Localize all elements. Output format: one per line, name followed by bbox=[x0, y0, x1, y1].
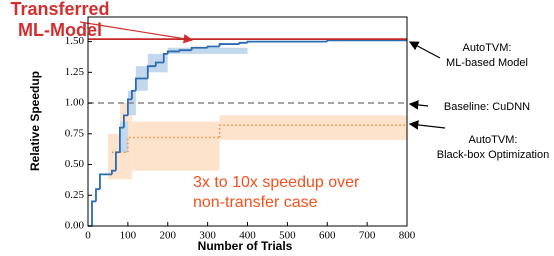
annotation: AutoTVM: bbox=[469, 134, 518, 146]
y-axis-label: Relative Speedup bbox=[28, 71, 42, 171]
step-line bbox=[91, 200, 96, 226]
annotation: AutoTVM: bbox=[463, 42, 512, 54]
step-line bbox=[162, 52, 168, 63]
band bbox=[219, 115, 407, 140]
x-axis-label: Number of Trials bbox=[198, 239, 293, 253]
step-line bbox=[130, 89, 136, 100]
y-tick-label: 0.00 bbox=[65, 220, 85, 232]
y-tick-label: 0.50 bbox=[65, 158, 85, 170]
x-tick-label: 0 bbox=[85, 230, 91, 242]
x-tick-label: 500 bbox=[279, 230, 296, 242]
step-line bbox=[134, 77, 148, 91]
x-tick-label: 100 bbox=[120, 230, 137, 242]
x-tick-label: 400 bbox=[239, 230, 256, 242]
step-line bbox=[166, 50, 180, 54]
x-tick-label: 800 bbox=[399, 230, 416, 242]
band bbox=[107, 133, 120, 180]
arrow bbox=[79, 21, 194, 44]
x-tick-label: 300 bbox=[199, 230, 216, 242]
y-tick-label: 1.25 bbox=[65, 66, 85, 78]
annotation: Black-box Optimization bbox=[437, 149, 550, 161]
step-line bbox=[218, 124, 407, 138]
annotation: 3x to 10x speedup over bbox=[193, 174, 360, 191]
band bbox=[131, 121, 220, 171]
step-line bbox=[111, 169, 116, 175]
step-line bbox=[119, 126, 124, 153]
y-tick-label: 0.25 bbox=[65, 189, 85, 201]
y-tick-label: 1.50 bbox=[65, 35, 85, 47]
annotation: ML-based Model bbox=[446, 57, 528, 69]
arrow bbox=[408, 120, 446, 130]
step-line bbox=[238, 41, 248, 45]
step-line bbox=[206, 45, 220, 48]
step-line bbox=[190, 46, 208, 51]
step-line bbox=[99, 173, 108, 190]
x-tick-label: 200 bbox=[160, 230, 177, 242]
arrow bbox=[408, 100, 429, 110]
step-line bbox=[218, 43, 240, 47]
x-tick-label: 700 bbox=[359, 230, 376, 242]
band bbox=[119, 121, 128, 153]
annotation: non-transfer case bbox=[193, 194, 318, 211]
step-line bbox=[95, 188, 100, 202]
y-tick-label: 1.00 bbox=[65, 97, 85, 109]
step-line bbox=[115, 151, 120, 171]
y-tick-label: 0.75 bbox=[65, 127, 85, 139]
step-line bbox=[246, 40, 268, 43]
step-line bbox=[178, 49, 192, 52]
step-line bbox=[122, 114, 128, 128]
step-line bbox=[326, 39, 407, 42]
step-line bbox=[126, 98, 132, 116]
x-tick-label: 600 bbox=[319, 230, 336, 242]
step-line bbox=[154, 61, 164, 67]
arrow bbox=[408, 41, 441, 59]
step-line bbox=[127, 136, 220, 153]
annotation: Transferred bbox=[10, 0, 109, 19]
annotation: Baseline: CuDNN bbox=[444, 101, 530, 113]
band bbox=[167, 47, 248, 54]
step-line bbox=[146, 65, 156, 79]
annotation: ML-Model bbox=[18, 20, 102, 40]
